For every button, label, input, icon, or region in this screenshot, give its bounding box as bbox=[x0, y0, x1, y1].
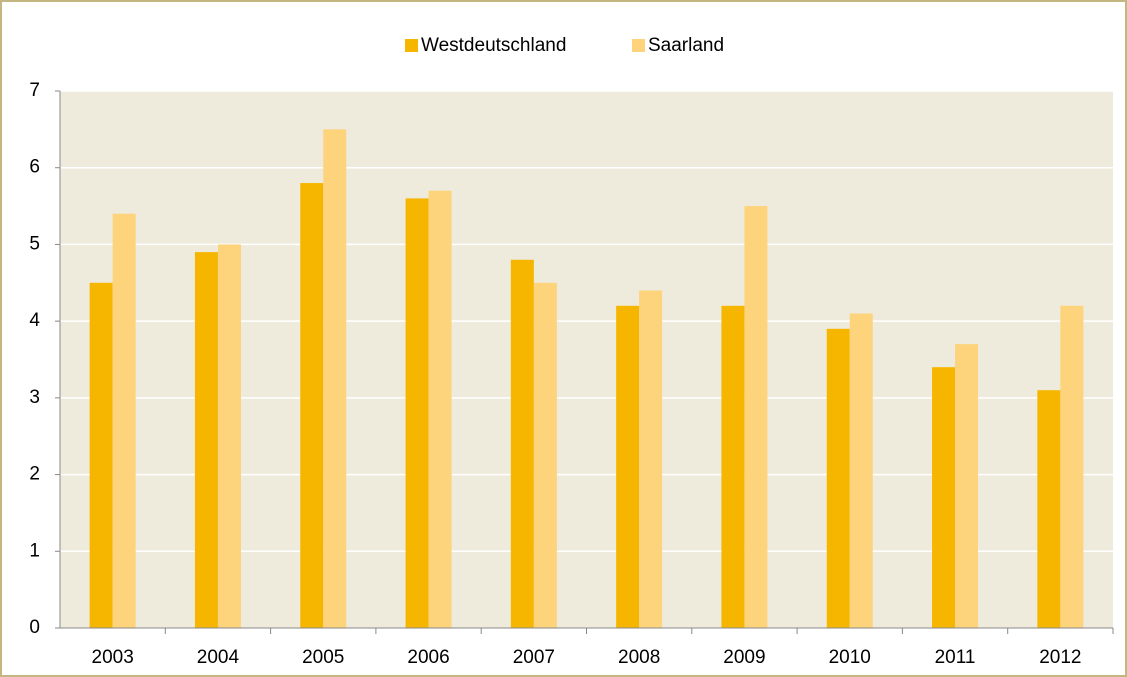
bar bbox=[849, 313, 873, 628]
bar bbox=[744, 206, 768, 629]
bar bbox=[405, 198, 429, 628]
bar bbox=[533, 282, 557, 628]
bar bbox=[1060, 305, 1084, 628]
bar bbox=[194, 252, 218, 628]
x-tick-label: 2010 bbox=[829, 647, 871, 668]
bar bbox=[428, 190, 452, 628]
x-tick-label: 2005 bbox=[302, 647, 344, 668]
y-tick-label: 0 bbox=[29, 617, 40, 638]
x-tick-label: 2007 bbox=[513, 647, 555, 668]
bar bbox=[932, 367, 956, 628]
bar bbox=[510, 259, 534, 628]
x-tick-label: 2003 bbox=[92, 647, 134, 668]
bar bbox=[826, 328, 850, 628]
legend-swatch bbox=[405, 39, 418, 52]
bar bbox=[1037, 390, 1061, 628]
x-tick-label: 2011 bbox=[935, 647, 976, 668]
y-tick-label: 5 bbox=[29, 233, 40, 254]
y-tick-label: 6 bbox=[29, 157, 40, 178]
bar bbox=[616, 305, 640, 628]
x-tick-label: 2006 bbox=[407, 647, 449, 668]
bar bbox=[639, 290, 663, 628]
bar bbox=[323, 129, 347, 628]
y-tick-label: 7 bbox=[29, 80, 40, 101]
y-tick-label: 3 bbox=[29, 387, 40, 408]
x-tick-label: 2009 bbox=[723, 647, 765, 668]
legend-label: Saarland bbox=[648, 35, 724, 56]
x-tick-label: 2004 bbox=[197, 647, 240, 668]
bar bbox=[721, 305, 745, 628]
x-tick-label: 2008 bbox=[618, 647, 660, 668]
y-tick-label: 2 bbox=[29, 464, 40, 485]
bar bbox=[955, 344, 979, 628]
legend-label: Westdeutschland bbox=[421, 35, 566, 56]
x-tick-label: 2012 bbox=[1039, 647, 1081, 668]
bar bbox=[300, 183, 324, 629]
bar bbox=[112, 213, 136, 628]
y-tick-label: 1 bbox=[29, 540, 40, 561]
bar bbox=[217, 244, 241, 628]
legend-swatch bbox=[632, 39, 645, 52]
y-tick-label: 4 bbox=[29, 310, 40, 331]
bar bbox=[89, 282, 113, 628]
